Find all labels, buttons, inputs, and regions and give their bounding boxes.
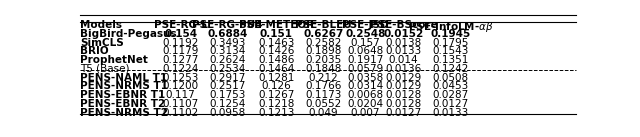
Text: 0.6884: 0.6884 [207, 29, 248, 39]
Text: 0.0508: 0.0508 [433, 73, 468, 83]
Text: PENS-NAML T1: PENS-NAML T1 [80, 73, 167, 83]
Text: 0.2917: 0.2917 [210, 73, 246, 83]
Text: 0.0152: 0.0152 [383, 29, 424, 39]
Text: 0.007: 0.007 [351, 108, 380, 118]
Text: 0.0068: 0.0068 [347, 90, 383, 100]
Text: 0.1795: 0.1795 [433, 38, 468, 48]
Text: 0.0138: 0.0138 [385, 38, 422, 48]
Text: 0.0128: 0.0128 [385, 90, 422, 100]
Text: PSE-JSD: PSE-JSD [342, 20, 388, 30]
Text: 0.2624: 0.2624 [210, 55, 246, 65]
Text: PSE-InfoLM-$\alpha\beta$: PSE-InfoLM-$\alpha\beta$ [408, 20, 493, 34]
Text: 0.2517: 0.2517 [210, 81, 246, 91]
Text: 0.1766: 0.1766 [305, 81, 342, 91]
Text: 0.1254: 0.1254 [210, 99, 246, 109]
Text: PENS-EBNR T1: PENS-EBNR T1 [80, 90, 165, 100]
Text: 0.1351: 0.1351 [433, 55, 468, 65]
Text: PSE-RG-L: PSE-RG-L [154, 20, 207, 30]
Text: 0.1277: 0.1277 [163, 55, 199, 65]
Text: 0.1898: 0.1898 [305, 46, 342, 56]
Text: 0.1486: 0.1486 [258, 55, 294, 65]
Text: 0.1848: 0.1848 [305, 64, 342, 74]
Text: PSE-METEOR: PSE-METEOR [239, 20, 314, 30]
Text: 0.0129: 0.0129 [385, 81, 422, 91]
Text: 0.154: 0.154 [164, 29, 197, 39]
Text: 0.6267: 0.6267 [303, 29, 344, 39]
Text: 0.126: 0.126 [261, 81, 291, 91]
Text: BRIO: BRIO [80, 46, 109, 56]
Text: 0.0133: 0.0133 [433, 108, 468, 118]
Text: 0.1464: 0.1464 [258, 64, 294, 74]
Text: 0.2548: 0.2548 [345, 29, 385, 39]
Text: 0.1107: 0.1107 [163, 99, 199, 109]
Text: 0.1426: 0.1426 [258, 46, 294, 56]
Text: ProphetNet: ProphetNet [80, 55, 148, 65]
Text: 0.0314: 0.0314 [347, 81, 383, 91]
Text: BigBird-Pegasus: BigBird-Pegasus [80, 29, 177, 39]
Text: 0.1543: 0.1543 [433, 46, 468, 56]
Text: 0.1213: 0.1213 [258, 108, 294, 118]
Text: 0.0552: 0.0552 [305, 99, 341, 109]
Text: PENS-NRMS T2: PENS-NRMS T2 [80, 108, 168, 118]
Text: 0.1224: 0.1224 [163, 64, 199, 74]
Text: 0.212: 0.212 [308, 73, 338, 83]
Text: 0.1218: 0.1218 [258, 99, 294, 109]
Text: 0.0453: 0.0453 [433, 81, 468, 91]
Text: 0.3493: 0.3493 [210, 38, 246, 48]
Text: 0.0129: 0.0129 [385, 73, 422, 83]
Text: 0.0579: 0.0579 [347, 64, 383, 74]
Text: 0.0958: 0.0958 [210, 108, 246, 118]
Text: 0.0648: 0.0648 [347, 46, 383, 56]
Text: PENS-EBNR T2: PENS-EBNR T2 [80, 99, 165, 109]
Text: T5 (Base): T5 (Base) [80, 64, 129, 74]
Text: 0.014: 0.014 [388, 55, 418, 65]
Text: 0.1179: 0.1179 [163, 46, 199, 56]
Text: Models: Models [80, 20, 122, 30]
Text: 0.0287: 0.0287 [433, 90, 468, 100]
Text: 0.049: 0.049 [308, 108, 338, 118]
Text: 0.1173: 0.1173 [305, 90, 342, 100]
Text: 0.1463: 0.1463 [258, 38, 294, 48]
Text: 0.0204: 0.0204 [347, 99, 383, 109]
Text: 0.1200: 0.1200 [163, 81, 199, 91]
Text: 0.0133: 0.0133 [385, 46, 422, 56]
Text: 0.3134: 0.3134 [210, 46, 246, 56]
Text: 0.0128: 0.0128 [385, 99, 422, 109]
Text: 0.151: 0.151 [260, 29, 292, 39]
Text: 0.1242: 0.1242 [433, 64, 468, 74]
Text: 0.2582: 0.2582 [305, 38, 342, 48]
Text: PSE-BScore: PSE-BScore [369, 20, 437, 30]
Text: 0.157: 0.157 [350, 38, 380, 48]
Text: 0.117: 0.117 [166, 90, 196, 100]
Text: SimCLS: SimCLS [80, 38, 124, 48]
Text: 0.2534: 0.2534 [210, 64, 246, 74]
Text: 0.1192: 0.1192 [163, 38, 199, 48]
Text: 0.0127: 0.0127 [385, 108, 422, 118]
Text: 0.1102: 0.1102 [163, 108, 199, 118]
Text: 0.0136: 0.0136 [385, 64, 422, 74]
Text: 0.0127: 0.0127 [433, 99, 468, 109]
Text: 0.1945: 0.1945 [430, 29, 470, 39]
Text: 0.1917: 0.1917 [347, 55, 383, 65]
Text: 0.0358: 0.0358 [347, 73, 383, 83]
Text: 0.1281: 0.1281 [258, 73, 294, 83]
Text: PENS-NRMS T1: PENS-NRMS T1 [80, 81, 168, 91]
Text: 0.1253: 0.1253 [163, 73, 199, 83]
Text: PSE-BLEU: PSE-BLEU [295, 20, 351, 30]
Text: 0.2035: 0.2035 [305, 55, 341, 65]
Text: 0.1753: 0.1753 [210, 90, 246, 100]
Text: 0.1267: 0.1267 [258, 90, 294, 100]
Text: PSE-RG-SU4: PSE-RG-SU4 [193, 20, 263, 30]
